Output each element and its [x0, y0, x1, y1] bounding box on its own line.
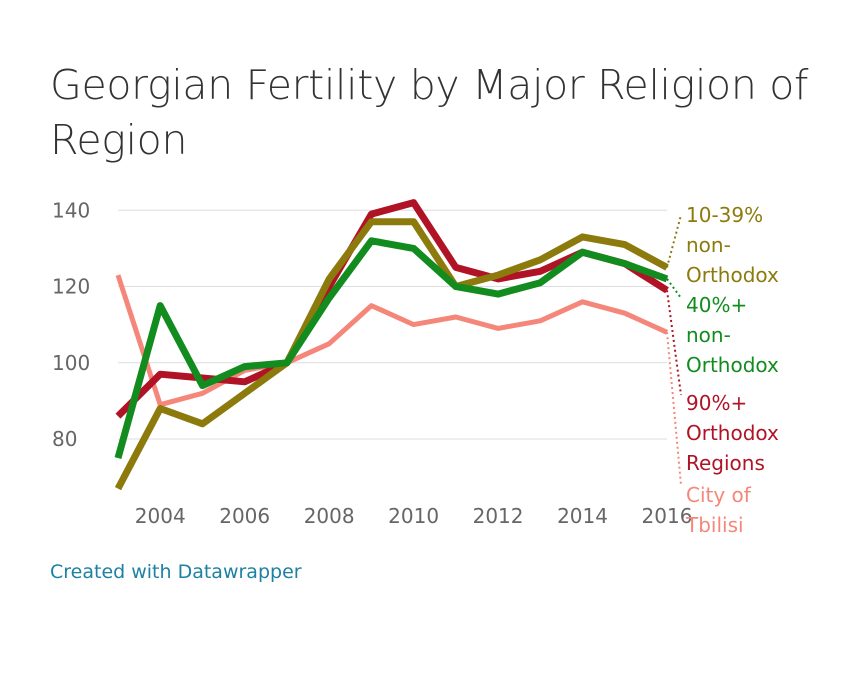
series-label-line: Orthodox	[686, 421, 779, 445]
x-tick-label: 2004	[135, 504, 186, 528]
series-line	[114, 237, 669, 460]
y-tick-label: 80	[52, 427, 77, 451]
series-labels: City of Tbilisi 90%+ Orthodox Regions 10-39% n…	[685, 203, 779, 537]
series-label: 40%+ non- Orthodox	[686, 293, 779, 377]
x-tick-label: 2016	[642, 504, 693, 528]
series-lines	[114, 199, 669, 491]
series-label-line: 40%+	[686, 293, 747, 317]
series-label-line: 90%+	[686, 391, 747, 415]
x-tick-label: 2006	[219, 504, 270, 528]
series-label-line: City of	[686, 483, 752, 507]
label-connectors	[666, 214, 682, 486]
label-connector	[666, 214, 682, 268]
y-axis-ticks: 80 100 120 140	[52, 198, 90, 451]
series-label-line: non-	[686, 233, 731, 257]
label-connector	[666, 278, 682, 299]
series-label-line: Orthodox	[686, 263, 779, 287]
chart-title: Georgian Fertility by Major Religion of …	[50, 61, 809, 164]
x-tick-label: 2010	[388, 504, 439, 528]
series-label-line: Orthodox	[686, 353, 779, 377]
series-label: 90%+ Orthodox Regions	[686, 391, 779, 475]
x-tick-label: 2014	[557, 504, 608, 528]
series-line	[115, 274, 669, 408]
series-label-line: Tbilisi	[685, 513, 744, 537]
y-tick-label: 100	[52, 351, 90, 375]
x-axis-ticks: 2004 2006 2008 2010 2012 2014 2016	[135, 504, 693, 528]
label-connector	[666, 332, 682, 486]
datawrapper-credit-link[interactable]: Created with Datawrapper	[50, 561, 302, 583]
series-label: City of Tbilisi	[685, 483, 752, 537]
series-label-line: 10-39%	[686, 203, 763, 227]
y-tick-label: 140	[52, 198, 90, 222]
x-tick-label: 2008	[304, 504, 355, 528]
series-line	[114, 218, 669, 491]
label-connector	[666, 290, 682, 396]
series-label-line: Regions	[686, 451, 765, 475]
x-tick-label: 2012	[473, 504, 524, 528]
series-label: 10-39% non- Orthodox	[686, 203, 779, 287]
series-label-line: non-	[686, 323, 731, 347]
y-tick-label: 120	[52, 275, 90, 299]
